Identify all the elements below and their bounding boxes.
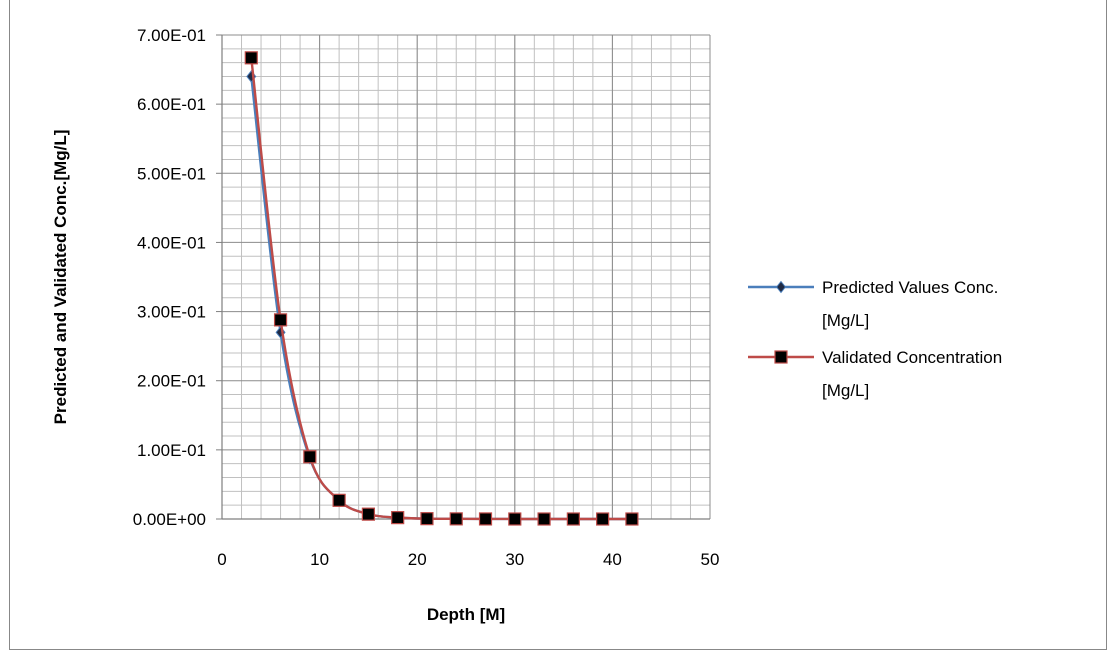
square-marker (537, 512, 551, 526)
x-tick-label: 50 (701, 550, 720, 569)
square-marker (303, 450, 317, 464)
y-tick-label: 1.00E-01 (137, 441, 206, 460)
square-marker (566, 512, 580, 526)
legend-square-marker (774, 350, 788, 364)
y-tick-label: 0.00E+00 (133, 510, 206, 529)
x-tick-label: 20 (408, 550, 427, 569)
square-marker (332, 493, 346, 507)
square-marker (625, 512, 639, 526)
legend-label: Validated Concentration (822, 348, 1002, 367)
y-tick-label: 5.00E-01 (137, 164, 206, 183)
y-tick-label: 6.00E-01 (137, 95, 206, 114)
square-marker (420, 512, 434, 526)
square-marker (478, 512, 493, 526)
square-marker (244, 51, 258, 65)
x-tick-label: 0 (217, 550, 226, 569)
x-tick-label: 30 (505, 550, 524, 569)
grid (221, 34, 711, 520)
y-tick-label: 4.00E-01 (137, 233, 206, 252)
axes (216, 34, 710, 520)
square-marker (508, 512, 522, 526)
x-axis-title: Depth [M] (427, 605, 505, 624)
series-2 (244, 51, 639, 526)
square-marker (596, 512, 610, 526)
y-axis-title: Predicted and Validated Conc.[Mg/L] (51, 130, 70, 425)
y-tick-label: 3.00E-01 (137, 303, 206, 322)
x-tick-label: 10 (310, 550, 329, 569)
legend-label: [Mg/L] (822, 311, 869, 330)
legend: Predicted Values Conc.[Mg/L]Validated Co… (748, 278, 1002, 400)
legend-label: [Mg/L] (822, 381, 869, 400)
legend-label: Predicted Values Conc. (822, 278, 998, 297)
y-tick-label: 2.00E-01 (137, 372, 206, 391)
y-tick-label: 7.00E-01 (137, 26, 206, 45)
square-marker (273, 313, 288, 327)
series-layer (244, 51, 639, 526)
tick-labels: 0.00E+00 1.00E-01 2.00E-01 3.00E-01 4.00E-01… (133, 26, 720, 569)
square-marker (391, 511, 405, 525)
legend-entry: Validated Concentration [Mg/L] (748, 348, 1002, 400)
x-tick-label: 40 (603, 550, 622, 569)
legend-entry: Predicted Values Conc. [Mg/L] (748, 278, 998, 330)
square-marker (449, 512, 463, 526)
legend-diamond-marker (775, 280, 787, 294)
square-marker (361, 507, 375, 521)
